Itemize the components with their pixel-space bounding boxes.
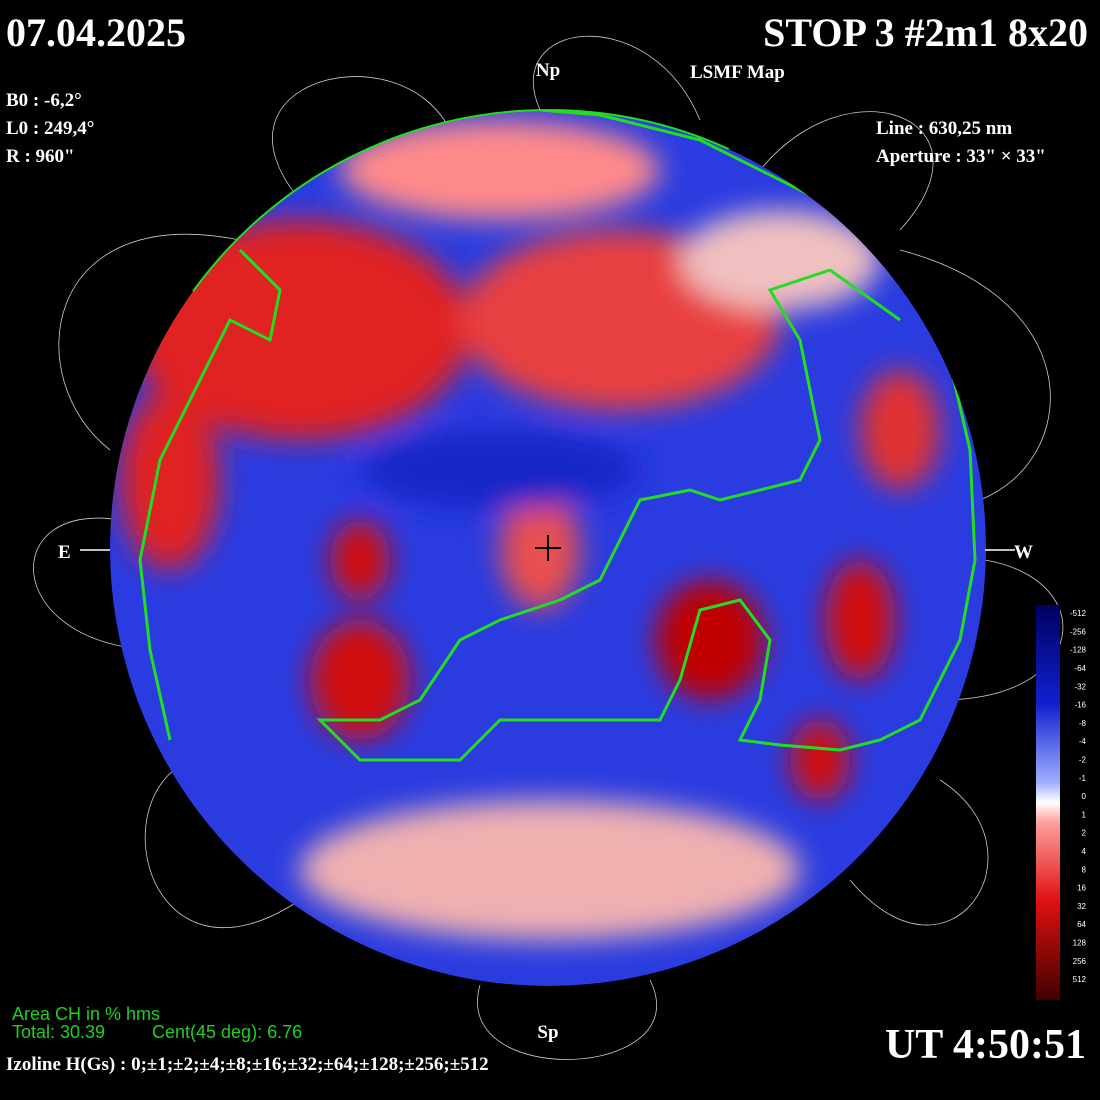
time: UT 4:50:51 (885, 1022, 1086, 1068)
colorbar-label: -128 (1070, 646, 1087, 655)
colorbar-label: -4 (1079, 737, 1087, 746)
colorbar-label: -64 (1074, 664, 1086, 673)
colorbar-label: 64 (1077, 920, 1086, 929)
colorbar-label: -1 (1079, 774, 1087, 783)
colorbar-label: 2 (1082, 829, 1087, 838)
colorbar-label: 0 (1082, 792, 1087, 801)
param: Aperture : 33" × 33" (876, 146, 1046, 167)
colorbar-label: 128 (1073, 939, 1087, 948)
field-lines (33, 35, 1064, 1060)
colorbar-label: -16 (1074, 701, 1086, 710)
colorbar-label: -512 (1070, 609, 1087, 618)
north-label: Np (536, 60, 560, 81)
colorbar-label: -256 (1070, 627, 1087, 636)
west-label: W (1014, 542, 1033, 563)
east-label: E (58, 542, 71, 563)
south-label: Sp (537, 1022, 558, 1043)
param: L0 : 249,4° (6, 118, 94, 139)
area-total: Total: 30.39 (12, 1022, 105, 1042)
colorbar-label: 16 (1077, 884, 1086, 893)
colorbar-label: 512 (1073, 975, 1087, 984)
colorbar-label: -8 (1079, 719, 1087, 728)
param: R : 960" (6, 146, 75, 167)
title: STOP 3 #2m1 8x20 (763, 10, 1088, 55)
param: Line : 630,25 nm (876, 118, 1012, 139)
param: B0 : -6,2° (6, 90, 82, 111)
colorbar-label: 1 (1082, 810, 1087, 819)
area-title: Area CH in % hms (12, 1004, 160, 1024)
colorbar-label: -32 (1074, 682, 1086, 691)
izoline: Izoline H(Gs) : 0;±1;±2;±4;±8;±16;±32;±6… (6, 1054, 489, 1075)
subtitle: LSMF Map (690, 62, 785, 83)
colorbar-label: 256 (1073, 957, 1087, 966)
colorbar (1036, 605, 1060, 1000)
colorbar-label: 4 (1082, 847, 1087, 856)
colorbar-ticks: -512 -256 -128 -64 -32 -16 -8 -4 -2 -1 0 1 2 4 8 16 32 64… (1070, 609, 1087, 984)
center-cross (535, 535, 561, 561)
date: 07.04.2025 (6, 10, 186, 55)
colorbar-label: -2 (1079, 756, 1087, 765)
disk-limb (109, 109, 987, 987)
colorbar-label: 32 (1077, 902, 1086, 911)
area-central: Cent(45 deg): 6.76 (152, 1022, 302, 1042)
colorbar-label: 8 (1082, 865, 1087, 874)
